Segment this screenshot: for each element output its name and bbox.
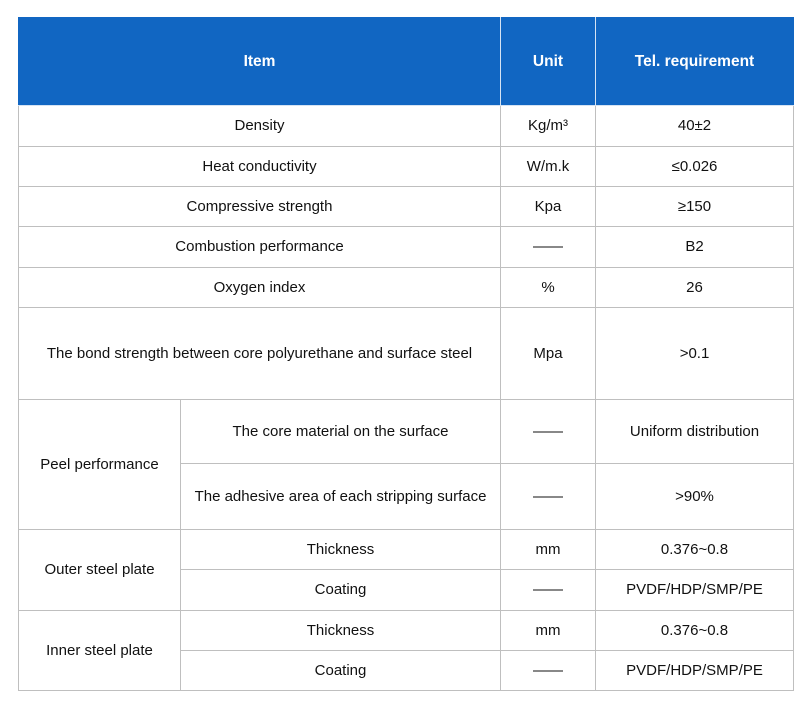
table-row: Density Kg/m³ 40±2 [18, 105, 794, 147]
item-cell: The core material on the surface [180, 399, 501, 464]
peel-row-adhesive: The adhesive area of each stripping surf… [19, 463, 794, 530]
requirement-cell: 40±2 [595, 105, 794, 147]
header-item: Item [18, 17, 501, 106]
outer-row-thickness: Outer steel plate Thickness mm 0.376~0.8 [18, 529, 794, 611]
header-row: Item Unit Tel. requirement [18, 17, 794, 106]
group-label-inner: Inner steel plate [18, 610, 181, 691]
header-requirement: Tel. requirement [595, 17, 794, 106]
unit-cell: mm [500, 610, 596, 651]
requirement-cell: 26 [595, 267, 794, 308]
item-cell: Density [18, 105, 501, 147]
requirement-cell: 0.376~0.8 [595, 529, 794, 570]
unit-cell: W/m.k [500, 146, 596, 187]
inner-row-thickness: Inner steel plate Thickness mm 0.376~0.8 [18, 610, 794, 691]
unit-cell: —— [500, 226, 596, 268]
table-row: Compressive strength Kpa ≥150 [18, 186, 794, 227]
peel-row-surface: Peel performance The core material on th… [18, 399, 794, 530]
requirement-cell: Uniform distribution [595, 399, 794, 464]
outer-row-coating: Coating —— PVDF/HDP/SMP/PE [19, 569, 794, 611]
requirement-cell: >90% [595, 463, 794, 530]
requirement-cell: B2 [595, 226, 794, 268]
item-cell: Oxygen index [18, 267, 501, 308]
item-cell: Thickness [180, 610, 501, 651]
item-cell: Compressive strength [18, 186, 501, 227]
item-cell: Thickness [180, 529, 501, 570]
unit-cell: % [500, 267, 596, 308]
table-row: Oxygen index % 26 [18, 267, 794, 308]
unit-cell: Mpa [500, 307, 596, 400]
spec-table: Item Unit Tel. requirement Density Kg/m³… [18, 17, 794, 691]
requirement-cell: 0.376~0.8 [595, 610, 794, 651]
unit-cell: —— [500, 569, 596, 611]
header-unit: Unit [500, 17, 596, 106]
requirement-cell: >0.1 [595, 307, 794, 400]
group-label-peel: Peel performance [18, 399, 181, 530]
item-cell: Heat conductivity [18, 146, 501, 187]
unit-cell: Kg/m³ [500, 105, 596, 147]
inner-row-coating: Coating —— PVDF/HDP/SMP/PE [19, 650, 794, 691]
table-row: Combustion performance —— B2 [18, 226, 794, 268]
unit-cell: —— [500, 399, 596, 464]
unit-cell: Kpa [500, 186, 596, 227]
unit-cell: mm [500, 529, 596, 570]
requirement-cell: PVDF/HDP/SMP/PE [595, 650, 794, 691]
item-cell: Coating [180, 569, 501, 611]
table-row: The bond strength between core polyureth… [18, 307, 794, 400]
item-cell: Combustion performance [18, 226, 501, 268]
item-cell: Coating [180, 650, 501, 691]
item-cell: The adhesive area of each stripping surf… [180, 463, 501, 530]
requirement-cell: ≤0.026 [595, 146, 794, 187]
item-cell: The bond strength between core polyureth… [18, 307, 501, 400]
requirement-cell: ≥150 [595, 186, 794, 227]
requirement-cell: PVDF/HDP/SMP/PE [595, 569, 794, 611]
unit-cell: —— [500, 463, 596, 530]
unit-cell: —— [500, 650, 596, 691]
table-row: Heat conductivity W/m.k ≤0.026 [18, 146, 794, 187]
group-label-outer: Outer steel plate [18, 529, 181, 611]
